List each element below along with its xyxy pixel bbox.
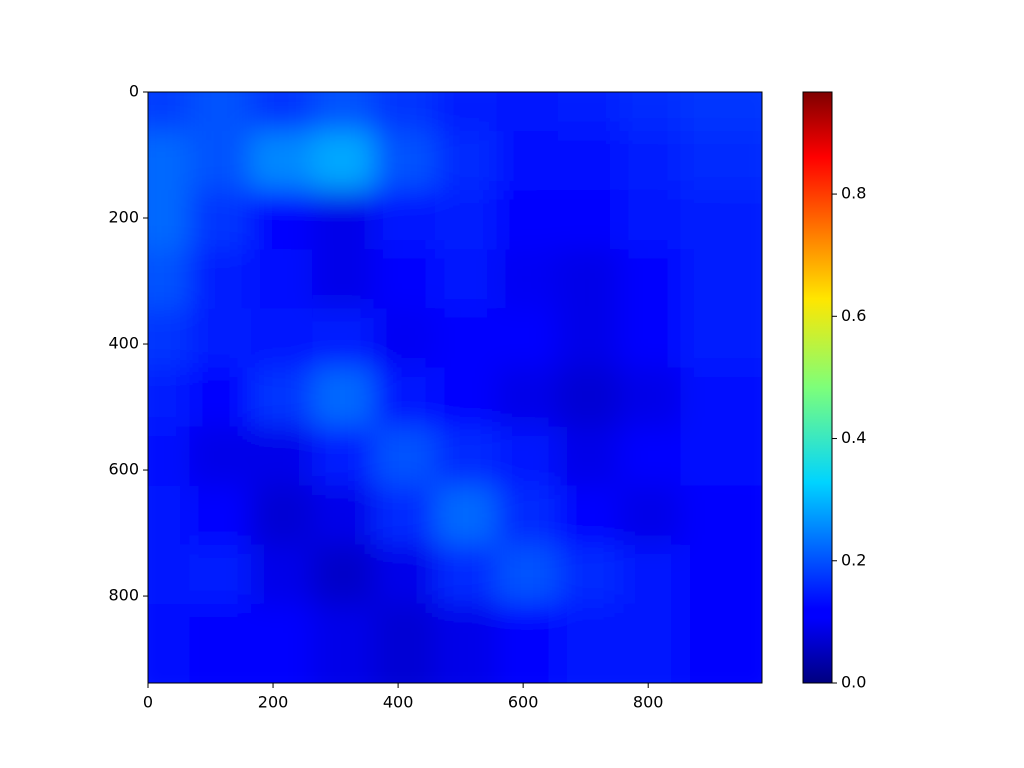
y-tick-label: 0: [129, 82, 139, 101]
axes-frame: [147, 91, 763, 684]
x-tick-label: 400: [383, 693, 414, 712]
x-tick-label: 0: [143, 693, 153, 712]
heatmap-cell: [680, 603, 762, 683]
y-tick-label: 800: [108, 586, 139, 605]
x-tick-label: 600: [508, 693, 539, 712]
heatmap-cells: [148, 92, 762, 683]
colorbar-tick-label: 0.6: [841, 306, 866, 325]
y-tick-label: 600: [108, 460, 139, 479]
colorbar-tick-label: 0.4: [841, 428, 866, 447]
x-tick-label: 800: [633, 693, 664, 712]
y-tick-label: 400: [108, 334, 139, 353]
x-tick-label: 200: [258, 693, 289, 712]
colorbar: [802, 91, 833, 684]
y-tick-label: 200: [108, 208, 139, 227]
colorbar-tick-label: 0.2: [841, 550, 866, 569]
colorbar-tick-label: 0.8: [841, 184, 866, 203]
image-area: [148, 92, 762, 683]
colorbar-tick-label: 0.0: [841, 673, 866, 692]
